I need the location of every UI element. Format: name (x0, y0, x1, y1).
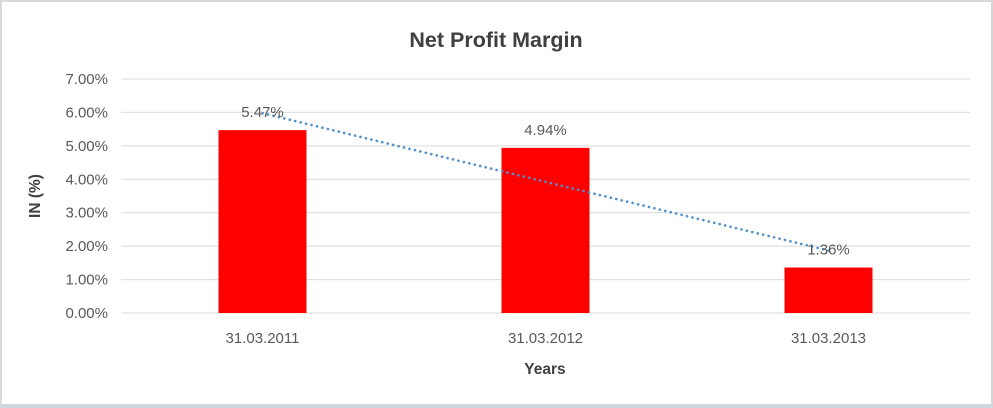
data-label: 1.36% (807, 242, 850, 259)
y-tick-label: 3.00% (65, 205, 108, 222)
y-tick-label: 1.00% (65, 272, 108, 289)
y-tick-label: 0.00% (65, 305, 108, 322)
trendline-dotted[interactable] (261, 111, 830, 252)
y-tick-label: 7.00% (65, 71, 108, 88)
y-tick-label: 4.00% (65, 171, 108, 188)
y-axis-tick-labels: 0.00% 1.00% 2.00% 3.00% 4.00% 5.00% 6.00% 7.00% (65, 71, 108, 322)
bar-series (218, 130, 873, 313)
y-tick-label: 6.00% (65, 104, 108, 121)
y-tick-label: 2.00% (65, 238, 108, 255)
x-axis-tick-labels: 31.03.2011 31.03.2012 31.03.2013 (226, 330, 867, 347)
y-tick-label: 5.00% (65, 138, 108, 155)
x-tick-label: 31.03.2011 (226, 330, 300, 347)
data-label: 4.94% (524, 122, 567, 139)
x-tick-label: 31.03.2012 (508, 330, 583, 347)
data-label: 5.47% (241, 104, 284, 121)
data-labels: 5.47% 4.94% 1.36% (241, 104, 850, 258)
chart-title: Net Profit Margin (409, 28, 582, 52)
bar-31.03.2012[interactable] (501, 147, 590, 313)
bar-31.03.2011[interactable] (218, 130, 307, 313)
bar-31.03.2013[interactable] (784, 267, 873, 313)
x-axis-title: Years (524, 361, 565, 378)
y-axis-title: IN (%) (27, 174, 44, 218)
trendline (261, 111, 830, 252)
x-tick-label: 31.03.2013 (791, 330, 866, 347)
